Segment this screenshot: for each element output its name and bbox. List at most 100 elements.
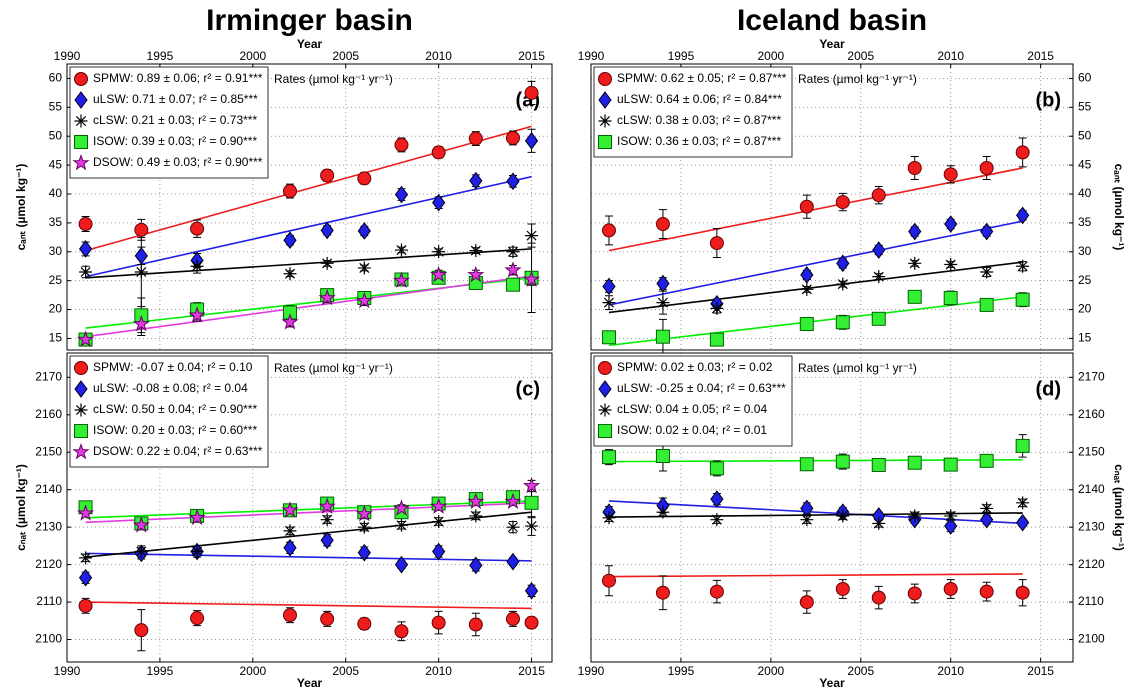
x-tick-label: 1990 [578, 49, 605, 63]
y-tick-label: 2170 [1078, 370, 1105, 384]
data-point [944, 517, 958, 535]
data-point [601, 223, 616, 238]
legend-marker [598, 424, 612, 438]
legend-label: SPMW: 0.02 ± 0.03; r² = 0.02 [617, 360, 773, 374]
trend-line [608, 573, 1023, 578]
data-point [980, 501, 994, 515]
data-point [710, 301, 724, 315]
rates-label: Rates (µmol kg⁻¹ yr⁻¹) [798, 361, 917, 375]
data-point [431, 145, 446, 160]
data-point [601, 450, 616, 465]
legend-label: SPMW: -0.07 ± 0.04; r² = 0.10 [93, 360, 253, 374]
data-point [944, 257, 958, 271]
data-point [522, 476, 541, 494]
data-point [836, 277, 850, 291]
data-point [506, 172, 520, 191]
data-point [504, 492, 522, 510]
x-tick-label: 1990 [54, 664, 81, 678]
data-point [134, 623, 149, 638]
data-point [979, 584, 994, 599]
data-point [320, 221, 334, 240]
data-point [190, 221, 205, 236]
legend-box [593, 66, 793, 158]
legend-marker [598, 91, 612, 109]
plot-frame [590, 352, 1074, 663]
data-point [357, 171, 372, 186]
trend-line [608, 261, 1023, 314]
data-point [394, 137, 409, 152]
data-point [525, 229, 539, 243]
data-point [432, 542, 446, 561]
data-point [524, 495, 539, 510]
data-point [709, 461, 724, 476]
x-tick-label: 2000 [757, 49, 784, 63]
y-axis-label: cₐₙₜ (µmol kg⁻¹) [1112, 164, 1126, 251]
data-point [392, 271, 411, 288]
legend-box [69, 66, 269, 179]
data-point [908, 256, 922, 270]
data-point [907, 289, 922, 304]
data-point [355, 505, 373, 522]
y-tick-label: 25 [49, 273, 63, 287]
data-point [943, 167, 958, 182]
legend-marker [598, 361, 612, 375]
x-axis-label: Year [297, 37, 323, 51]
data-point [944, 215, 958, 233]
data-point [522, 270, 541, 287]
legend-marker [598, 403, 612, 417]
y-tick-label: 60 [1078, 71, 1092, 85]
data-point [469, 171, 483, 190]
data-point [980, 265, 994, 279]
data-point [190, 611, 205, 626]
data-point [872, 270, 886, 284]
y-tick-label: 2100 [35, 632, 62, 646]
x-tick-label: 2010 [425, 49, 452, 63]
rates-label: Rates (µmol kg⁻¹ yr⁻¹) [274, 72, 393, 86]
data-point [357, 261, 371, 275]
y-tick-label: 45 [49, 157, 63, 171]
data-point [943, 581, 958, 596]
y-tick-label: 2150 [35, 444, 62, 458]
legend-label: uLSW: -0.25 ± 0.04; r² = 0.63*** [617, 381, 786, 395]
data-point [357, 222, 371, 240]
legend-marker [74, 72, 88, 86]
data-point [283, 524, 297, 538]
data-point [505, 611, 520, 626]
data-point [132, 314, 150, 332]
x-tick-label: 2000 [239, 664, 266, 678]
x-tick-label: 2005 [332, 49, 359, 63]
data-point [655, 585, 670, 600]
trend-line [85, 511, 532, 558]
data-point [525, 519, 539, 533]
data-point [835, 315, 850, 330]
data-point [979, 161, 994, 175]
x-tick-label: 2015 [1027, 49, 1054, 63]
legend-label: ISOW: 0.39 ± 0.03; r² = 0.90*** [93, 134, 257, 148]
y-tick-label: 2120 [1078, 557, 1105, 571]
data-point [836, 509, 850, 523]
y-axis-label: cₙₐₜ (µmol kg⁻¹) [1112, 464, 1126, 551]
data-point [357, 520, 371, 534]
panel-label: (b) [1035, 89, 1061, 111]
data-point [188, 306, 206, 323]
data-point [357, 616, 372, 631]
y-tick-label: 2160 [1078, 407, 1105, 421]
x-axis-label: Year [819, 676, 845, 690]
x-tick-label: 1995 [668, 664, 695, 678]
data-point [524, 85, 539, 100]
data-point [357, 543, 371, 562]
rates-label: Rates (µmol kg⁻¹ yr⁻¹) [798, 72, 917, 86]
data-point [602, 511, 616, 525]
rates-label: Rates (µmol kg⁻¹ yr⁻¹) [274, 361, 393, 375]
data-point [709, 332, 724, 347]
data-point [394, 555, 409, 574]
data-point [78, 568, 93, 587]
y-tick-label: 20 [1078, 302, 1092, 316]
x-tick-label: 2010 [937, 49, 964, 63]
x-tick-label: 2005 [332, 664, 359, 678]
data-point [871, 311, 886, 326]
data-point [283, 231, 297, 250]
data-point [469, 556, 483, 575]
data-point [656, 505, 670, 519]
